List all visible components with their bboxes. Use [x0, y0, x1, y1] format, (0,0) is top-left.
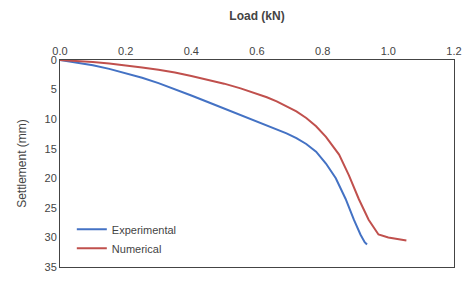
svg-text:25: 25	[45, 202, 57, 214]
svg-text:15: 15	[45, 143, 57, 155]
svg-text:Load (kN): Load (kN)	[229, 9, 284, 23]
svg-text:35: 35	[45, 261, 57, 273]
svg-text:0: 0	[51, 54, 57, 66]
svg-text:Settlement (mm): Settlement (mm)	[15, 119, 29, 208]
svg-text:0.4: 0.4	[184, 45, 199, 57]
svg-text:10: 10	[45, 113, 57, 125]
svg-text:30: 30	[45, 231, 57, 243]
svg-text:20: 20	[45, 172, 57, 184]
svg-text:5: 5	[51, 83, 57, 95]
svg-text:0.6: 0.6	[249, 45, 264, 57]
svg-text:0.2: 0.2	[118, 45, 133, 57]
svg-text:1.0: 1.0	[381, 45, 396, 57]
svg-text:0.8: 0.8	[315, 45, 330, 57]
svg-text:1.2: 1.2	[446, 45, 461, 57]
svg-text:0.0: 0.0	[52, 45, 67, 57]
svg-text:Numerical: Numerical	[112, 243, 162, 255]
svg-text:Experimental: Experimental	[112, 224, 176, 236]
